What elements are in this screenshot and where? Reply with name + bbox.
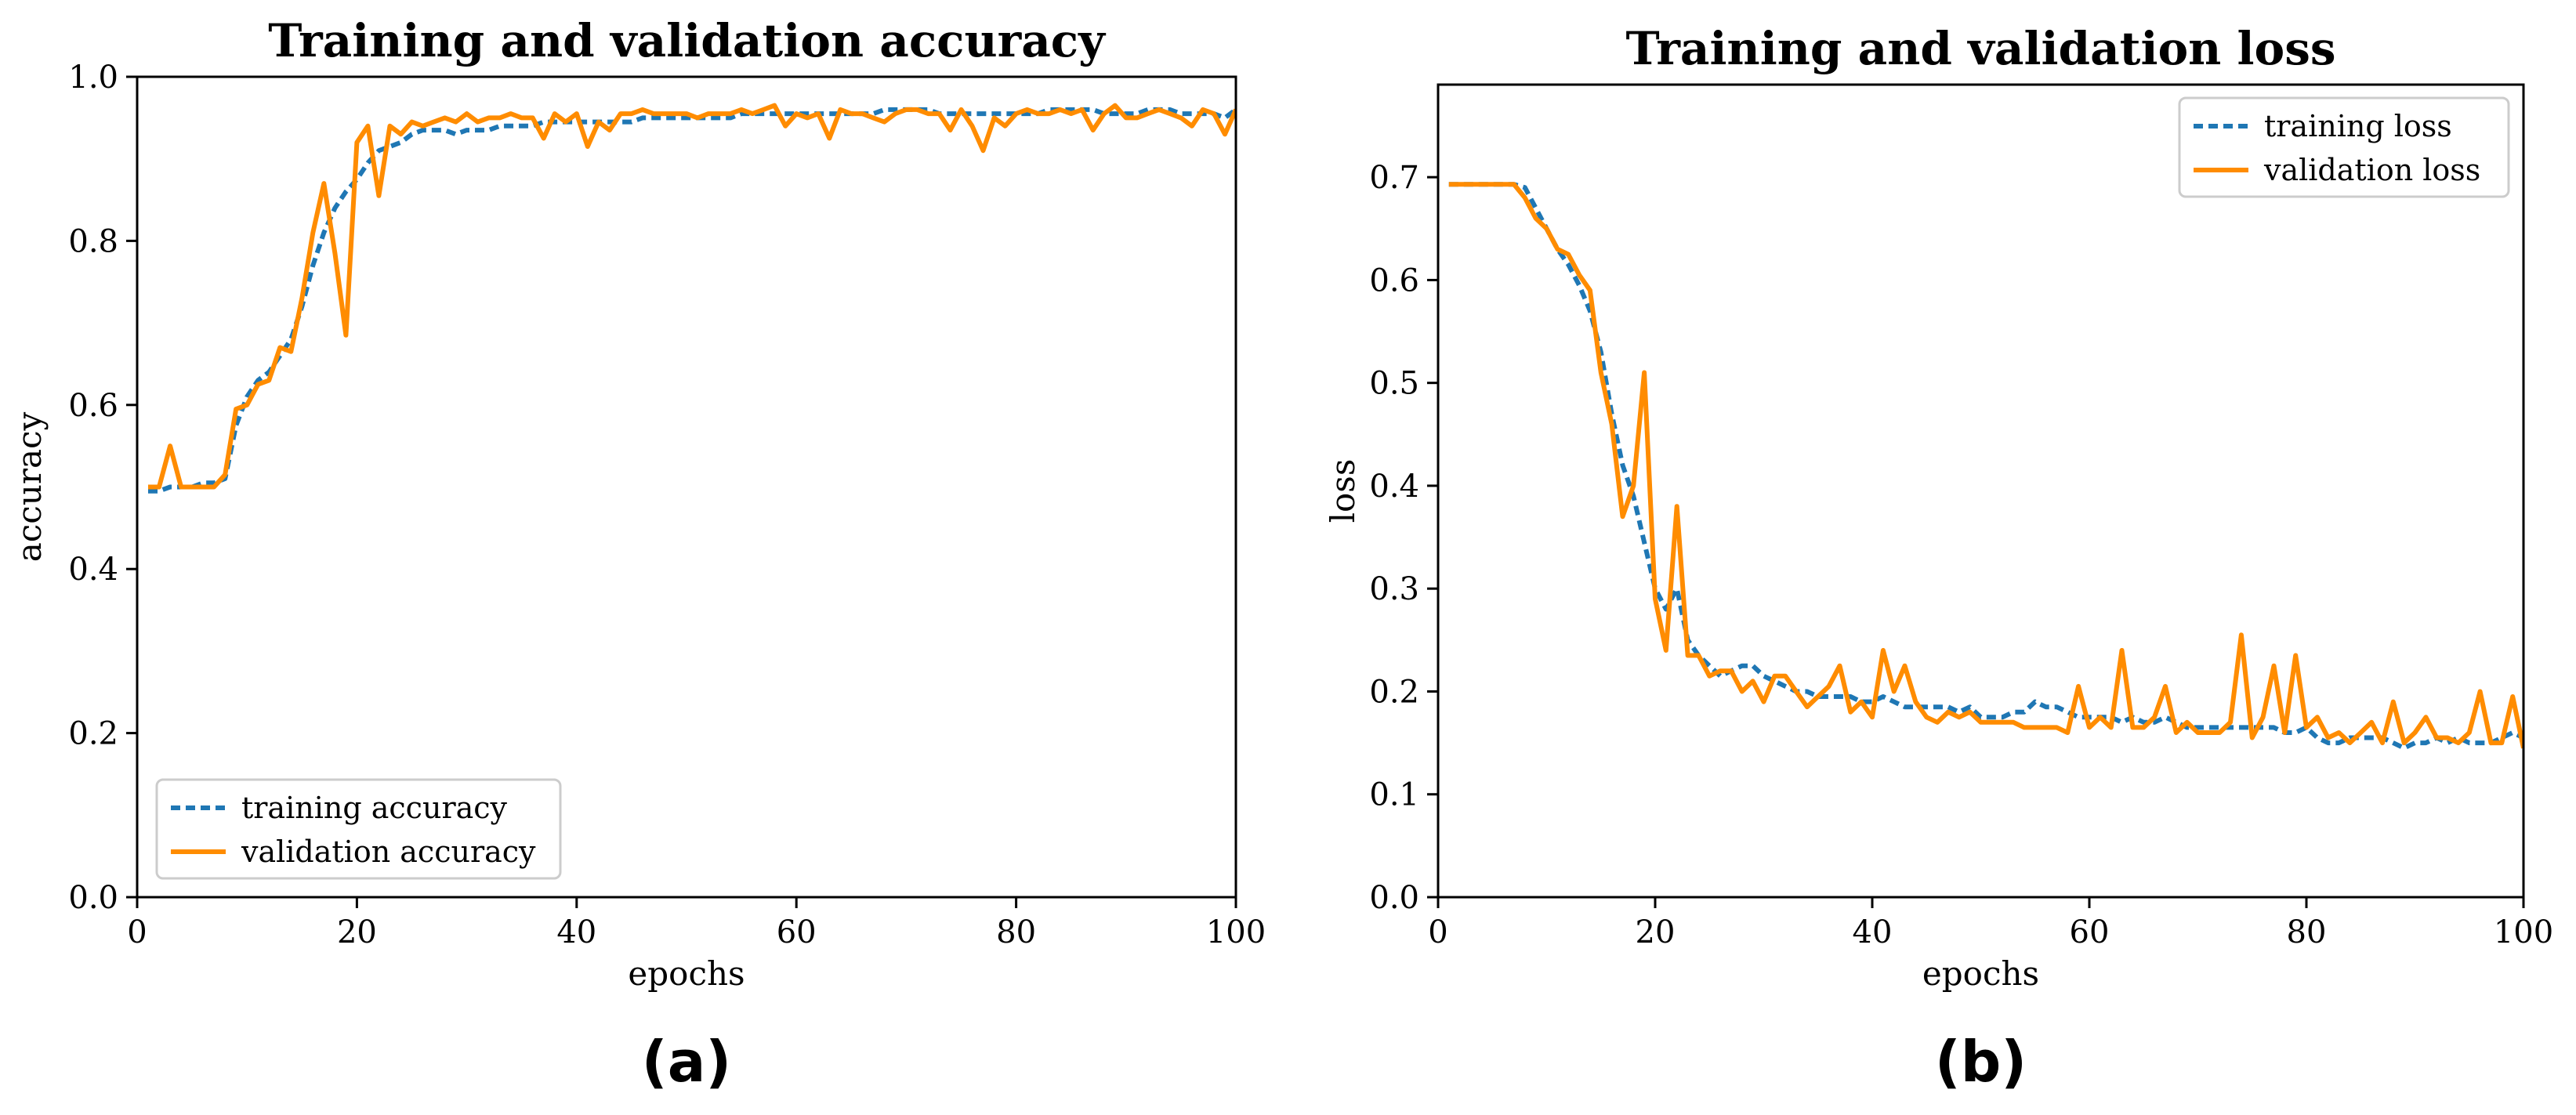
- y-tick-label: 0.2: [68, 716, 118, 752]
- x-tick-label: 100: [1206, 914, 1266, 950]
- y-tick-label: 0.1: [1369, 777, 1419, 813]
- chart-title: Training and validation loss: [1625, 22, 2335, 75]
- x-axis-label: epochs: [1922, 954, 2039, 993]
- loss-chart-panel: Training and validation loss 0 20 40 60 80 100…: [1288, 0, 2576, 1115]
- legend-box: [2178, 96, 2510, 198]
- x-axis-label: epochs: [628, 954, 745, 993]
- y-tick-label: 0.4: [1369, 469, 1419, 505]
- plot-frame: [136, 75, 1237, 899]
- y-tick-label: 0.5: [1369, 366, 1419, 402]
- y-tick-label: 0.6: [1369, 262, 1419, 299]
- y-tick-label: 0.0: [68, 880, 118, 916]
- y-tick-label: 0.6: [68, 388, 118, 424]
- loss-chart: Training and validation loss 0 20 40 60 80 100…: [1324, 22, 2553, 1095]
- x-tick-label: 0: [127, 914, 147, 950]
- y-axis-label: accuracy: [10, 411, 49, 562]
- y-tick-label: 1.0: [68, 60, 118, 96]
- accuracy-chart-panel: Training and validation accuracy 0 20 40 60 8…: [10, 14, 1266, 1095]
- x-tick-label: 60: [777, 914, 817, 950]
- legend-label: training loss: [2264, 109, 2452, 143]
- legend-label: validation loss: [2263, 153, 2480, 187]
- y-tick-label: 0.2: [1369, 674, 1419, 710]
- series-line-validation-accuracy: [148, 103, 1236, 490]
- legend-label: validation accuracy: [241, 834, 536, 869]
- panel-label: (a): [642, 1029, 731, 1095]
- x-tick-label: 20: [1636, 914, 1676, 950]
- x-tick-label: 80: [996, 914, 1036, 950]
- series-line-validation-loss: [1448, 182, 2523, 749]
- x-tick-label: 0: [1428, 914, 1447, 950]
- y-tick-label: 0.0: [1369, 880, 1419, 916]
- plot-frame: [1437, 83, 2525, 899]
- legend-label: training accuracy: [241, 791, 508, 825]
- y-tick-label: 0.4: [68, 552, 118, 588]
- series-line-training-loss: [1448, 182, 2523, 751]
- x-tick-label: 40: [1853, 914, 1893, 950]
- y-tick-label: 0.8: [68, 223, 118, 259]
- panel-label: (b): [1935, 1029, 2027, 1095]
- y-axis-label: loss: [1324, 459, 1362, 523]
- y-tick-label: 0.7: [1369, 160, 1419, 196]
- x-tick-label: 60: [2070, 914, 2110, 950]
- chart-title: Training and validation accuracy: [268, 14, 1107, 67]
- x-tick-label: 80: [2287, 914, 2327, 950]
- x-tick-label: 100: [2494, 914, 2553, 950]
- x-tick-label: 40: [556, 914, 596, 950]
- accuracy-chart: Training and validation accuracy 0 20 40 60 8…: [10, 14, 1266, 1095]
- x-tick-label: 20: [337, 914, 377, 950]
- y-tick-label: 0.3: [1369, 571, 1419, 607]
- series-line-training-accuracy: [148, 107, 1236, 494]
- legend-box: [155, 778, 562, 880]
